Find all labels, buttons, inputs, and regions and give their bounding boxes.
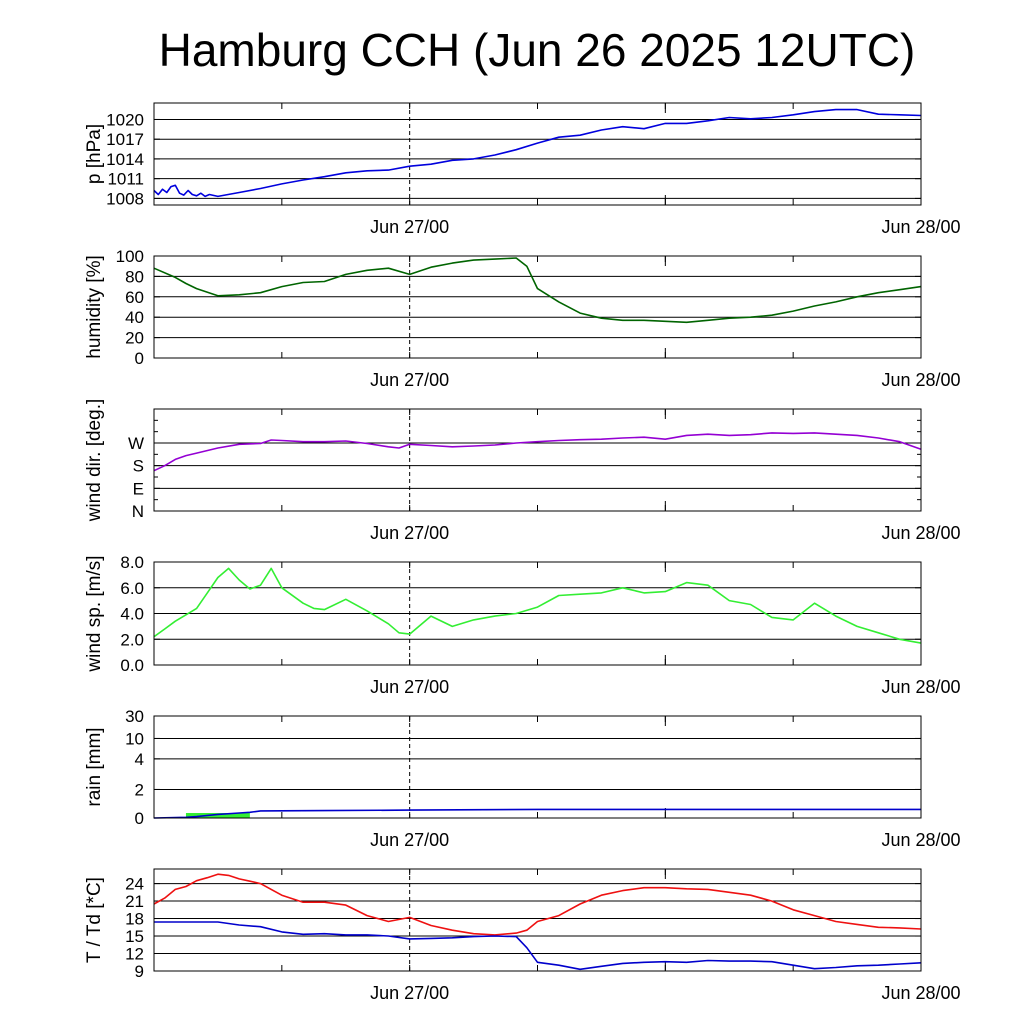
ytick-label-wind_dir: S: [133, 457, 144, 476]
series-line-temp-1: [154, 921, 922, 971]
panel-frame-temp: [153, 868, 922, 972]
xtick-label-wind_sp: Jun 27/00: [370, 677, 449, 697]
ytick-label-humidity: 0: [135, 349, 144, 368]
ytick-label-rain: 0: [135, 809, 144, 828]
ytick-label-humidity: 80: [125, 267, 144, 286]
xtick-label-rain: Jun 27/00: [370, 830, 449, 850]
ylabel-rain: rain [mm]: [84, 727, 105, 806]
series-line-pressure-0: [153, 108, 922, 198]
ytick-label-wind_dir: W: [128, 434, 144, 453]
xtick-label-temp: Jun 28/00: [881, 983, 960, 1003]
ytick-label-wind_dir: E: [133, 479, 144, 498]
ytick-label-humidity: 20: [125, 329, 144, 348]
ytick-label-humidity: 40: [125, 308, 144, 327]
ytick-label-wind_sp: 2.0: [120, 630, 144, 649]
ytick-label-temp: 18: [125, 910, 144, 929]
ytick-label-wind_sp: 8.0: [120, 553, 144, 572]
panel-frame-rain: [153, 715, 922, 819]
panel-frame-wind_sp: [153, 561, 922, 666]
ytick-label-pressure: 1017: [106, 130, 144, 149]
ytick-label-rain: 10: [125, 729, 144, 748]
ylabel-humidity: humidity [%]: [84, 255, 105, 358]
ytick-label-rain: 4: [135, 750, 144, 769]
ytick-label-temp: 9: [135, 962, 144, 981]
panel-wind_sp: 0.0 2.0 4.0 6.0 8.0 wind sp. [m/s] Jun 27/00 Ju…: [84, 553, 961, 697]
xtick-label-wind_dir: Jun 28/00: [881, 523, 960, 543]
ytick-label-temp: 21: [125, 892, 144, 911]
ytick-label-pressure: 1020: [106, 110, 144, 129]
ytick-label-wind_sp: 0.0: [120, 656, 144, 675]
ytick-label-wind_sp: 4.0: [120, 605, 144, 624]
ytick-label-temp: 15: [125, 927, 144, 946]
series-line-rain-0: [153, 808, 921, 819]
panel-frame-wind_dir: [153, 408, 922, 512]
series-line-wind_sp-0: [153, 567, 922, 644]
xtick-label-pressure: Jun 28/00: [881, 217, 960, 237]
xtick-label-rain: Jun 28/00: [881, 830, 960, 850]
ytick-label-rain: 30: [125, 707, 144, 726]
panel-frame-pressure: [153, 102, 922, 206]
panel-frame-humidity: [153, 255, 922, 359]
ytick-label-temp: 24: [125, 875, 144, 894]
xtick-label-humidity: Jun 27/00: [370, 370, 449, 390]
ylabel-pressure: p [hPa]: [84, 124, 105, 184]
xtick-label-wind_sp: Jun 28/00: [881, 677, 960, 697]
ytick-label-wind_sp: 6.0: [120, 579, 144, 598]
series-line-humidity-0: [153, 257, 922, 324]
ytick-label-humidity: 100: [116, 247, 144, 266]
chart-title: Hamburg CCH (Jun 26 2025 12UTC): [159, 24, 916, 76]
ytick-label-temp: 12: [125, 945, 144, 964]
ylabel-wind_sp: wind sp. [m/s]: [84, 555, 105, 672]
xtick-label-temp: Jun 27/00: [370, 983, 449, 1003]
ytick-label-humidity: 60: [125, 288, 144, 307]
ytick-label-pressure: 1011: [107, 170, 144, 189]
xtick-label-humidity: Jun 28/00: [881, 370, 960, 390]
rain-bar: [185, 813, 250, 818]
ylabel-wind_dir: wind dir. [deg.]: [84, 399, 105, 523]
ytick-label-pressure: 1008: [106, 189, 144, 208]
series-line-wind_dir-0: [153, 432, 922, 472]
series-line-temp-0: [153, 873, 922, 936]
ylabel-temp: T / Td [*C]: [84, 877, 105, 963]
ytick-label-pressure: 1014: [106, 150, 144, 169]
panel-rain: 0 2 4 10 30 rain [mm] Jun 27/00 Jun 28/00: [84, 707, 961, 850]
xtick-label-pressure: Jun 27/00: [370, 217, 449, 237]
ytick-label-wind_dir: N: [132, 502, 144, 521]
ytick-label-rain: 2: [135, 780, 144, 799]
xtick-label-wind_dir: Jun 27/00: [370, 523, 449, 543]
